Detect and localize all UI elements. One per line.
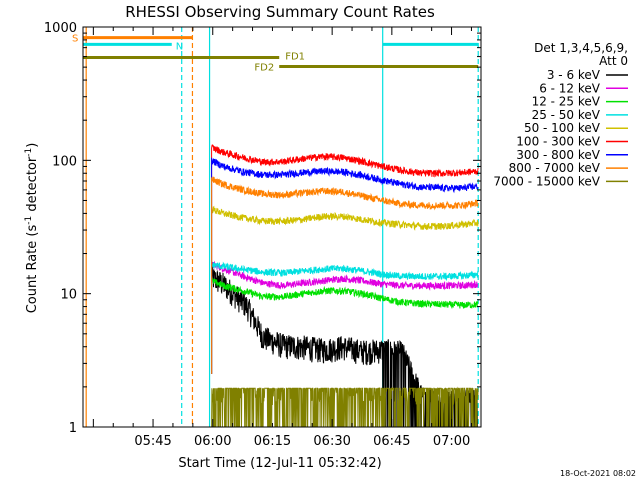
x-axis-label: Start Time (12-Jul-11 05:32:42) xyxy=(178,456,381,471)
state-vlines xyxy=(85,27,479,427)
state-bar-label: S xyxy=(72,34,78,45)
legend-label: 12 - 25 keV xyxy=(532,95,601,109)
series-line-8 xyxy=(211,386,479,427)
legend-header-2: Att 0 xyxy=(599,54,628,68)
footer-timestamp: 18-Oct-2021 08:02 xyxy=(560,469,636,478)
y-tick-label: 10 xyxy=(60,288,77,303)
x-tick-label: 06:45 xyxy=(373,434,410,449)
y-tick-label: 1000 xyxy=(44,21,77,36)
series-line-6 xyxy=(211,157,479,374)
y-axis-label-end: ) xyxy=(25,143,40,148)
legend-label: 50 - 100 keV xyxy=(524,121,601,135)
series-line-4 xyxy=(211,205,479,374)
y-tick-label: 100 xyxy=(52,154,77,169)
legend-label: 7000 - 15000 keV xyxy=(493,174,600,188)
series-line-1 xyxy=(211,260,479,374)
y-tick-label: 1 xyxy=(69,421,77,436)
y-axis-label-sup2: -1 xyxy=(24,148,34,157)
legend-header-1: Det 1,3,4,5,6,9, xyxy=(534,41,628,55)
series-line-7 xyxy=(211,176,479,374)
x-tick-label: 06:00 xyxy=(194,434,231,449)
chart-title: RHESSI Observing Summary Count Rates xyxy=(125,3,435,21)
y-axis-label-main: Count Rate (s xyxy=(25,225,40,314)
legend-label: 800 - 7000 keV xyxy=(509,161,601,175)
legend-label: 300 - 800 keV xyxy=(516,148,600,162)
state-bar-label: N xyxy=(176,41,183,52)
y-axis-ticks: 1 10 100 1000 xyxy=(44,21,481,436)
series-layer xyxy=(211,143,479,427)
series-line-2 xyxy=(211,277,479,374)
y-axis-label-sup1: -1 xyxy=(24,216,34,225)
x-tick-label: 06:30 xyxy=(313,434,350,449)
state-bar-label: FD2 xyxy=(254,63,274,74)
state-bars: S N FD1 FD2 xyxy=(72,34,479,74)
x-tick-label: 07:00 xyxy=(433,434,470,449)
y-axis-label-mid: detector xyxy=(25,156,40,216)
series-line-3 xyxy=(211,261,479,374)
series-line-5 xyxy=(211,143,479,374)
legend-label: 6 - 12 keV xyxy=(539,81,601,95)
plot-frame xyxy=(82,26,482,428)
x-tick-label: 05:45 xyxy=(134,434,171,449)
legend-label: 100 - 300 keV xyxy=(516,135,600,149)
state-bar-label: FD1 xyxy=(285,52,305,63)
legend-label: 3 - 6 keV xyxy=(547,68,601,82)
x-axis-ticks: 05:45 06:00 06:15 06:30 06:45 07:00 xyxy=(92,27,472,449)
legend-label: 25 - 50 keV xyxy=(532,108,601,122)
x-tick-label: 06:15 xyxy=(254,434,291,449)
y-axis-label: Count Rate (s-1 detector-1) xyxy=(24,143,40,314)
